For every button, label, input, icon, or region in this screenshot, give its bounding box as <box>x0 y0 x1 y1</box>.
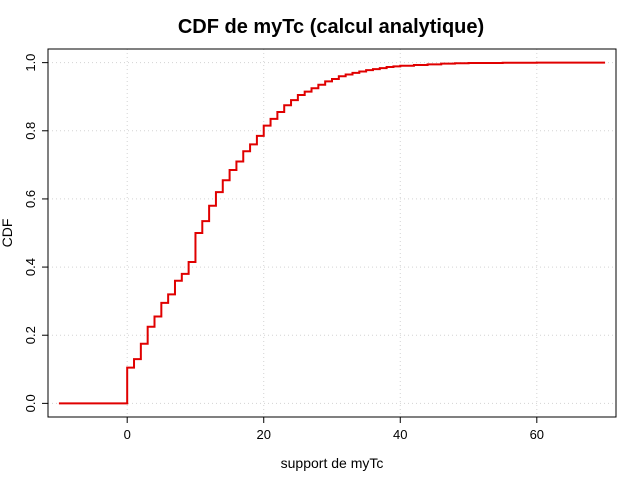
chart-title: CDF de myTc (calcul analytique) <box>178 16 484 38</box>
x-axis: 0 20 40 60 <box>124 416 544 442</box>
x-axis-label: support de myTc <box>281 455 384 471</box>
cdf-step-series <box>58 61 606 405</box>
x-tick-label-0: 0 <box>124 427 131 442</box>
x-grid <box>126 49 538 417</box>
y-grid <box>48 62 616 404</box>
x-tick-label-3: 60 <box>530 427 544 442</box>
x-tick-label-2: 40 <box>393 427 407 442</box>
y-tick-label-3: 0.6 <box>23 190 38 208</box>
y-tick-label-2: 0.4 <box>23 258 38 276</box>
y-tick-label-1: 0.2 <box>23 326 38 344</box>
cdf-step-line-0 <box>58 61 606 405</box>
y-axis-label: CDF <box>0 219 15 248</box>
y-axis: 0.0 0.2 0.4 0.6 0.8 1.0 <box>23 54 49 412</box>
y-tick-label-5: 1.0 <box>23 54 38 72</box>
y-tick-label-4: 0.8 <box>23 122 38 140</box>
y-tick-label-0: 0.0 <box>23 394 38 412</box>
x-tick-label-1: 20 <box>256 427 270 442</box>
